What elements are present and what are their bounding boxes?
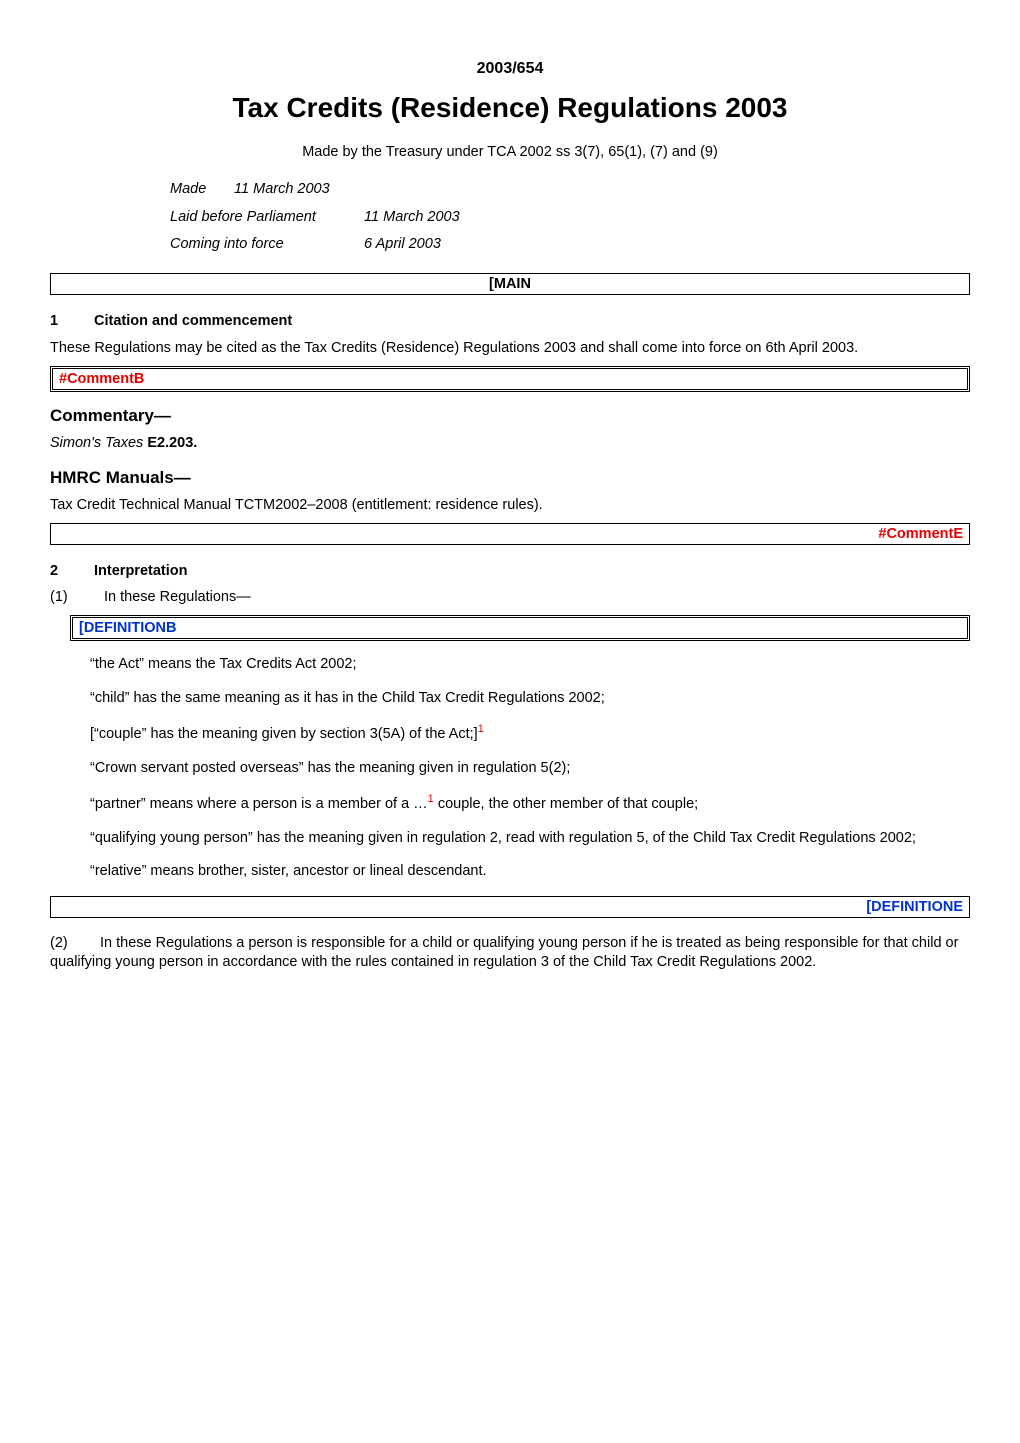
- comment-e-box: #CommentE: [50, 523, 970, 545]
- comment-e-tag: #CommentE: [878, 526, 963, 542]
- comment-b-box: #CommentB: [50, 366, 970, 392]
- def-qualifying-young-person: “qualifying young person” has the meanin…: [90, 829, 970, 849]
- definitions-list: “the Act” means the Tax Credits Act 2002…: [50, 655, 970, 882]
- date-laid-label: Laid before Parliament: [170, 204, 360, 232]
- section-2-number: 2: [50, 563, 90, 579]
- section-1-number: 1: [50, 313, 90, 329]
- date-made-value: 11 March 2003: [234, 181, 330, 197]
- def-child: “child” has the same meaning as it has i…: [90, 689, 970, 709]
- date-force: Coming into force 6 April 2003: [170, 231, 970, 259]
- main-tag-box: [MAIN: [50, 273, 970, 295]
- definition-b-tag: [DEFINITIONB: [79, 620, 176, 636]
- dates-block: Made 11 March 2003 Laid before Parliamen…: [170, 176, 970, 259]
- date-force-value: 6 April 2003: [364, 236, 441, 252]
- document-title: Tax Credits (Residence) Regulations 2003: [50, 92, 970, 124]
- commentary-bold: E2.203.: [143, 435, 197, 451]
- definition-b-box: [DEFINITIONB: [70, 615, 970, 641]
- section-2-sub1-num: (1): [50, 589, 100, 605]
- section-2-sub1-text: In these Regulations—: [104, 589, 251, 605]
- date-force-label: Coming into force: [170, 231, 360, 259]
- date-made-label: Made: [170, 176, 230, 204]
- definition-e-tag: [DEFINITIONE: [866, 899, 963, 915]
- section-2-sub1: (1) In these Regulations—: [50, 589, 970, 605]
- def-couple-footnote: 1: [478, 723, 484, 735]
- section-2-sub2-num: (2): [50, 934, 100, 954]
- date-made: Made 11 March 2003: [170, 176, 970, 204]
- def-couple: [“couple” has the meaning given by secti…: [90, 722, 970, 744]
- section-1-title: Citation and commencement: [94, 313, 292, 329]
- commentary-italic: Simon's Taxes: [50, 435, 143, 451]
- def-partner: “partner” means where a person is a memb…: [90, 792, 970, 814]
- date-laid: Laid before Parliament 11 March 2003: [170, 204, 970, 232]
- section-1-text: These Regulations may be cited as the Ta…: [50, 339, 970, 359]
- comment-b-tag: #CommentB: [59, 371, 144, 387]
- section-2-sub2: (2)In these Regulations a person is resp…: [50, 934, 970, 973]
- document-number: 2003/654: [50, 60, 970, 78]
- section-2-title: Interpretation: [94, 563, 187, 579]
- date-laid-value: 11 March 2003: [364, 209, 460, 225]
- section-2-heading: 2 Interpretation: [50, 563, 970, 579]
- commentary-heading: Commentary—: [50, 406, 970, 426]
- made-by-line: Made by the Treasury under TCA 2002 ss 3…: [50, 144, 970, 160]
- section-2-sub2-text: In these Regulations a person is respons…: [50, 935, 958, 971]
- def-partner-text-a: “partner” means where a person is a memb…: [90, 796, 428, 812]
- hmrc-heading: HMRC Manuals—: [50, 468, 970, 488]
- definition-e-box: [DEFINITIONE: [50, 896, 970, 918]
- def-partner-text-b: couple, the other member of that couple;: [434, 796, 698, 812]
- def-relative: “relative” means brother, sister, ancest…: [90, 862, 970, 882]
- def-couple-text: [“couple” has the meaning given by secti…: [90, 726, 478, 742]
- def-the-act: “the Act” means the Tax Credits Act 2002…: [90, 655, 970, 675]
- commentary-line: Simon's Taxes E2.203.: [50, 434, 970, 454]
- section-1-heading: 1 Citation and commencement: [50, 313, 970, 329]
- def-crown-servant: “Crown servant posted overseas” has the …: [90, 759, 970, 779]
- hmrc-text: Tax Credit Technical Manual TCTM2002–200…: [50, 496, 970, 516]
